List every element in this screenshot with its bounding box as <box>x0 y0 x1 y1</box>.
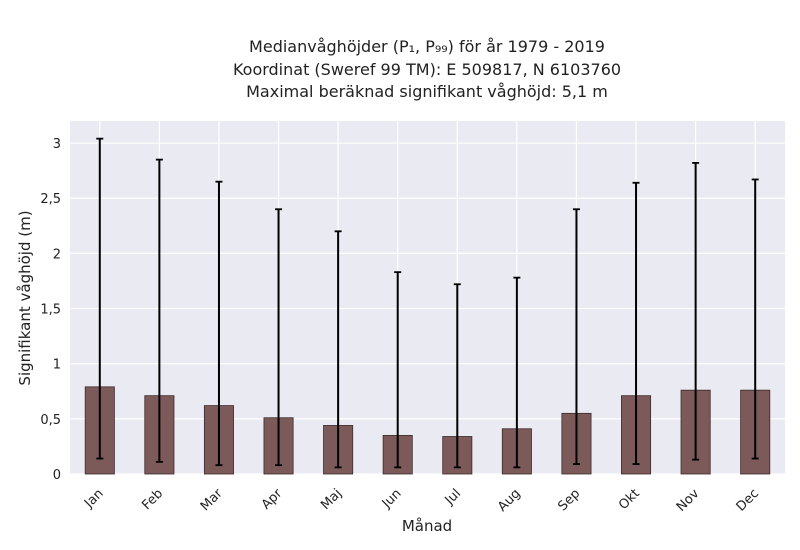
y-axis-label: Signifikant våghöjd (m) <box>16 210 34 385</box>
error-bar-sep <box>572 208 580 465</box>
y-tick-label: 1 <box>53 358 61 373</box>
title-line-3: Maximal beräknad signifikant våghöjd: 5,… <box>246 82 608 101</box>
x-tick-label-sep: Sep <box>555 486 583 514</box>
y-tick-label: 0,5 <box>40 413 61 428</box>
error-bar-nov <box>692 162 700 461</box>
error-bar-dec <box>751 178 759 460</box>
y-tick-labels: 0 0,5 1 1,5 2 2,5 3 <box>40 137 61 483</box>
x-tick-label-jun: Jun <box>379 486 405 512</box>
error-bar-okt <box>632 181 640 465</box>
y-tick-label: 2 <box>53 247 61 262</box>
title-line-1: Medianvåghöjder (P₁, P₉₉) för år 1979 - … <box>249 37 605 56</box>
error-bar-aug <box>513 276 521 469</box>
plot-area <box>70 121 785 474</box>
error-bar-feb <box>155 158 163 463</box>
x-tick-label-maj: Maj <box>318 486 345 513</box>
title-line-2: Koordinat (Sweref 99 TM): E 509817, N 61… <box>233 60 621 79</box>
error-bars <box>96 137 759 469</box>
x-tick-label-jan: Jan <box>81 486 106 511</box>
y-tick-label: 1,5 <box>40 303 61 318</box>
x-tick-label-apr: Apr <box>259 486 286 513</box>
y-tick-label: 2,5 <box>40 192 61 207</box>
x-tick-label-nov: Nov <box>674 486 703 515</box>
error-bar-maj <box>334 230 342 469</box>
x-tick-label-okt: Okt <box>616 486 643 513</box>
x-tick-labels: Jan Feb Mar Apr Maj Jun Jul Aug Sep Okt Nov Dec <box>81 486 762 515</box>
error-bar-jul <box>453 283 461 469</box>
chart-title: Medianvåghöjder (P₁, P₉₉) för år 1979 - … <box>233 37 621 101</box>
y-tick-label: 3 <box>53 137 61 152</box>
x-tick-label-aug: Aug <box>495 486 524 515</box>
error-bar-mar <box>215 180 223 467</box>
x-tick-label-feb: Feb <box>139 486 166 513</box>
error-bar-jun <box>394 271 402 469</box>
y-tick-label: 0 <box>53 468 61 483</box>
error-bar-jan <box>96 137 104 460</box>
x-axis-label: Månad <box>402 517 452 535</box>
x-tick-label-jul: Jul <box>442 486 464 508</box>
x-tick-label-mar: Mar <box>198 486 226 514</box>
x-tick-label-dec: Dec <box>734 486 762 514</box>
error-bar-apr <box>275 208 283 467</box>
